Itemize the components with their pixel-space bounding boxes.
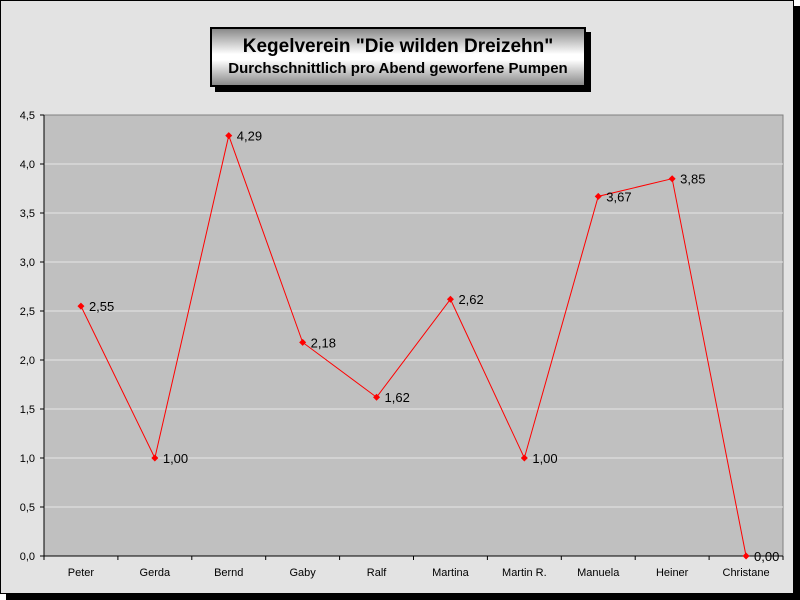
x-tick-label: Peter <box>68 567 95 579</box>
data-label: 4,29 <box>237 129 262 144</box>
y-tick-label: 4,5 <box>20 110 35 122</box>
data-label: 2,55 <box>89 299 114 314</box>
y-tick-label: 1,0 <box>20 453 35 465</box>
x-tick-label: Ralf <box>367 567 388 579</box>
data-label: 1,62 <box>385 390 410 405</box>
data-point <box>151 454 159 462</box>
y-tick-label: 1,5 <box>20 404 35 416</box>
y-tick-label: 0,5 <box>20 502 35 514</box>
y-tick-label: 3,0 <box>20 257 35 269</box>
data-point <box>373 393 381 401</box>
x-tick-label: Gerda <box>140 567 171 579</box>
data-label: 1,00 <box>532 451 557 466</box>
x-tick-label: Martina <box>432 567 470 579</box>
chart-subtitle: Durchschnittlich pro Abend geworfene Pum… <box>228 60 568 77</box>
title-box: Kegelverein "Die wilden Dreizehn" Durchs… <box>210 27 586 87</box>
x-tick-label: Bernd <box>214 567 243 579</box>
x-tick-label: Christane <box>723 567 770 579</box>
x-tick-label: Gaby <box>290 567 317 579</box>
x-tick-label: Manuela <box>577 567 620 579</box>
data-point <box>594 192 602 200</box>
x-tick-label: Martin R. <box>502 567 547 579</box>
data-label: 3,85 <box>680 172 705 187</box>
data-point <box>77 302 85 310</box>
data-point <box>520 454 528 462</box>
y-tick-label: 4,0 <box>20 159 35 171</box>
y-tick-label: 0,0 <box>20 551 35 563</box>
chart-title: Kegelverein "Die wilden Dreizehn" <box>242 36 554 57</box>
data-point <box>299 338 307 346</box>
plot-area <box>43 114 784 557</box>
data-label: 1,00 <box>163 451 188 466</box>
data-label: 2,18 <box>311 335 336 350</box>
y-tick-label: 3,5 <box>20 208 35 220</box>
data-point <box>225 132 233 140</box>
data-point <box>446 295 454 303</box>
y-tick-label: 2,5 <box>20 306 35 318</box>
data-point <box>742 552 750 560</box>
x-tick-label: Heiner <box>656 567 689 579</box>
data-label: 3,67 <box>606 189 631 204</box>
data-point <box>668 175 676 183</box>
data-label: 0,00 <box>754 549 779 564</box>
data-label: 2,62 <box>458 292 483 307</box>
y-tick-label: 2,0 <box>20 355 35 367</box>
series-line <box>80 133 747 557</box>
